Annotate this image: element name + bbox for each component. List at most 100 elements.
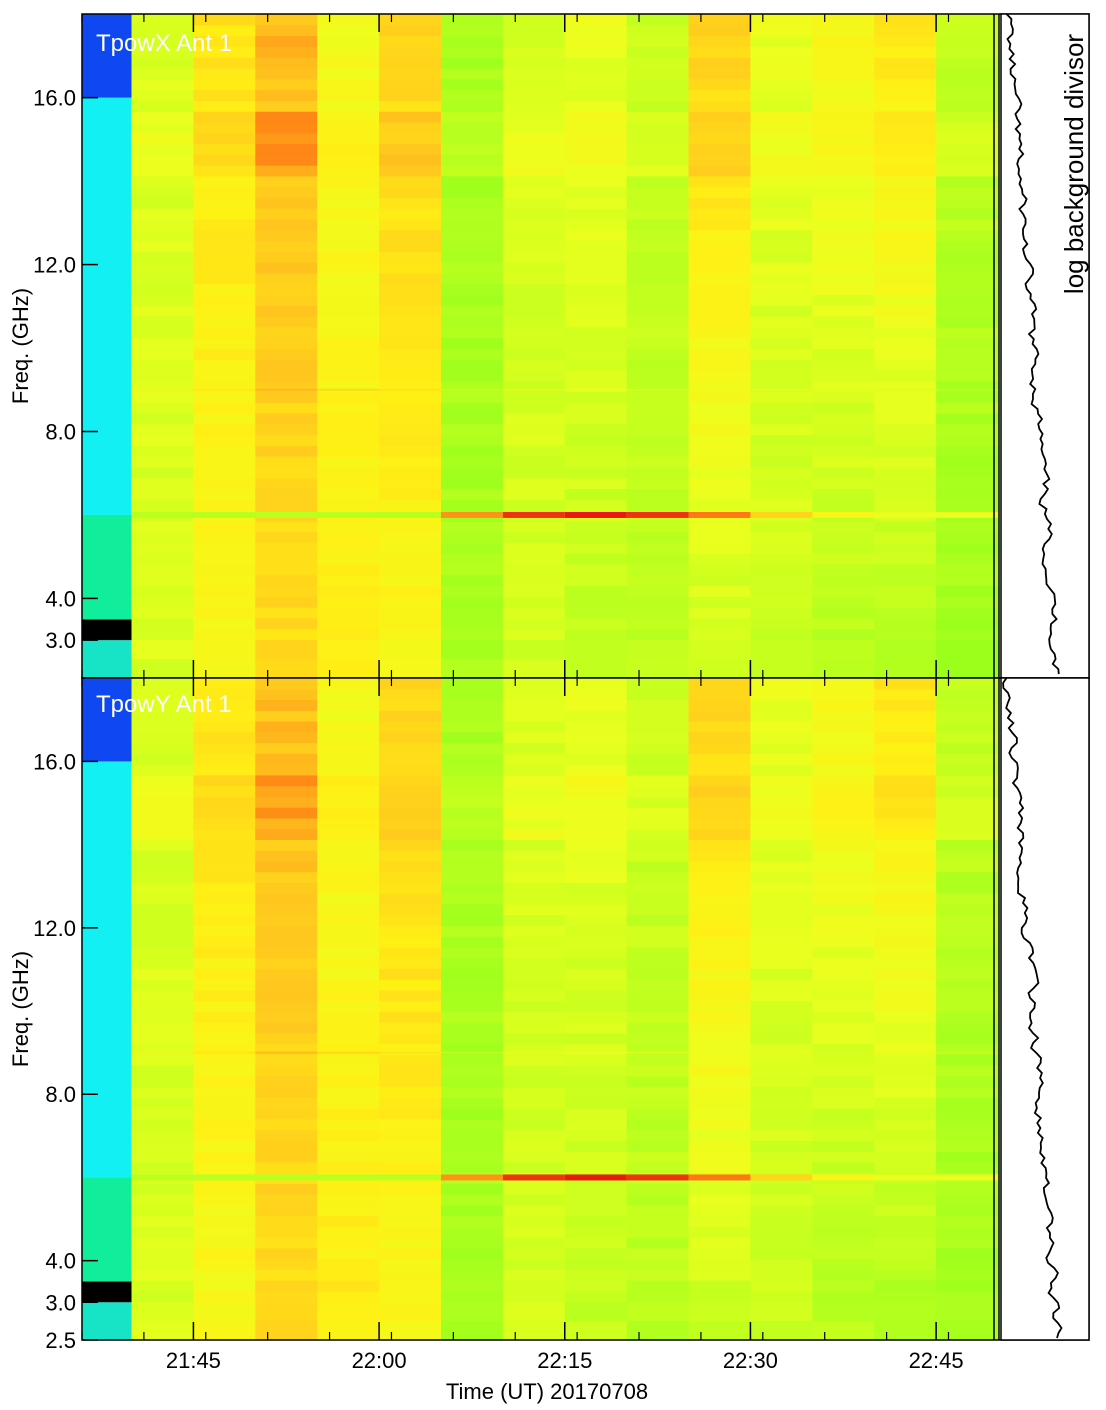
heatmap-cell [750,1237,813,1249]
heatmap-cell [502,1032,566,1045]
heatmap-cell [626,197,690,209]
heatmap-cell [936,326,999,339]
heatmap-cell [564,143,628,155]
heatmap-cell [255,946,318,959]
heatmap-cell [874,946,937,959]
heatmap-cell [626,968,690,980]
heatmap-cell [440,316,504,328]
heatmap-cell [255,1011,318,1023]
heatmap-cell [255,391,318,403]
heatmap-cell [379,721,442,733]
heatmap-cell [440,989,504,1002]
heatmap-cell [193,678,256,690]
heatmap-cell [255,1183,318,1195]
heatmap-cell [502,1011,566,1023]
heatmap-cell [874,721,937,733]
heatmap-cell [688,1108,751,1120]
heatmap-cell [688,262,751,274]
heatmap-cell [812,1258,875,1270]
heatmap-cell [502,251,566,263]
heatmap-cell [688,871,751,883]
heatmap-cell [936,817,999,830]
heatmap-cell [131,542,194,554]
heatmap-cell [688,542,751,554]
heatmap-cell [626,283,690,295]
band-6ghz-segment [626,1174,690,1181]
heatmap-cell [626,499,690,511]
heatmap-cell [564,316,628,328]
heatmap-cell [440,57,504,69]
heatmap-cell [812,262,875,274]
heatmap-cell [131,678,194,690]
heatmap-cell [936,936,999,948]
heatmap-cell [936,1108,999,1120]
heatmap-cell [379,165,442,177]
heatmap-cell [874,1065,937,1077]
heatmap-cell [812,1161,875,1174]
heatmap-cell [193,796,256,808]
heatmap-cell [379,305,442,317]
heatmap-cell [812,1011,875,1023]
heatmap-cell [750,699,813,711]
heatmap-cell [626,24,690,37]
heatmap-cell [812,531,875,543]
heatmap-cell [812,796,875,808]
heatmap-cell [626,316,690,328]
heatmap-cell [255,893,318,905]
heatmap-cell [688,1054,751,1066]
heatmap-cell [812,1237,875,1249]
heatmap-cell [193,721,256,733]
heatmap-cell [812,628,875,640]
heatmap-cell [564,1043,628,1055]
heatmap-cell [317,175,380,188]
heatmap-cell [688,850,751,862]
heatmap-cell [317,1151,380,1163]
calibration-band [82,619,132,641]
heatmap-cell [317,348,380,360]
heatmap-cell [502,828,566,840]
heatmap-cell [255,35,318,47]
heatmap-cell [874,607,937,619]
heatmap-cell [688,68,751,80]
heatmap-cell [936,391,999,403]
heatmap-cell [812,337,875,349]
heatmap-cell [812,1183,875,1195]
heatmap-cell [564,111,628,123]
heatmap-cell [379,1129,442,1141]
heatmap-cell [379,1011,442,1023]
heatmap-cell [750,143,813,155]
heatmap-cell [379,1226,442,1238]
band-6ghz-segment [750,1174,813,1181]
heatmap-cell [193,1022,256,1034]
heatmap-cell [255,1204,318,1217]
heatmap-cell [626,574,690,587]
heatmap-cell [193,1269,256,1281]
heatmap-cell [812,617,875,630]
heatmap-cell [626,628,690,640]
heatmap-cell [874,122,937,134]
heatmap-cell [564,1183,628,1195]
heatmap-cell [317,316,380,328]
heatmap-cell [131,742,194,754]
heatmap-cell [812,1108,875,1120]
heatmap-cell [626,742,690,754]
heatmap-cell [626,542,690,554]
heatmap-cell [379,229,442,242]
heatmap-cell [936,882,999,894]
heatmap-cell [131,14,194,26]
heatmap-cell [379,1258,442,1270]
heatmap-cell [936,531,999,543]
heatmap-cell [502,1183,566,1195]
band-6ghz-segment [812,1174,875,1181]
heatmap-cell [255,1215,318,1227]
heatmap-cell [812,316,875,328]
heatmap-cell [440,305,504,317]
heatmap-cell [688,1320,751,1341]
heatmap-cell [440,1183,504,1195]
heatmap-cell [255,337,318,349]
heatmap-cell [936,1129,999,1141]
heatmap-cell [379,143,442,155]
heatmap-cell [812,1065,875,1077]
heatmap-cell [317,35,380,47]
heatmap-cell [440,175,504,188]
